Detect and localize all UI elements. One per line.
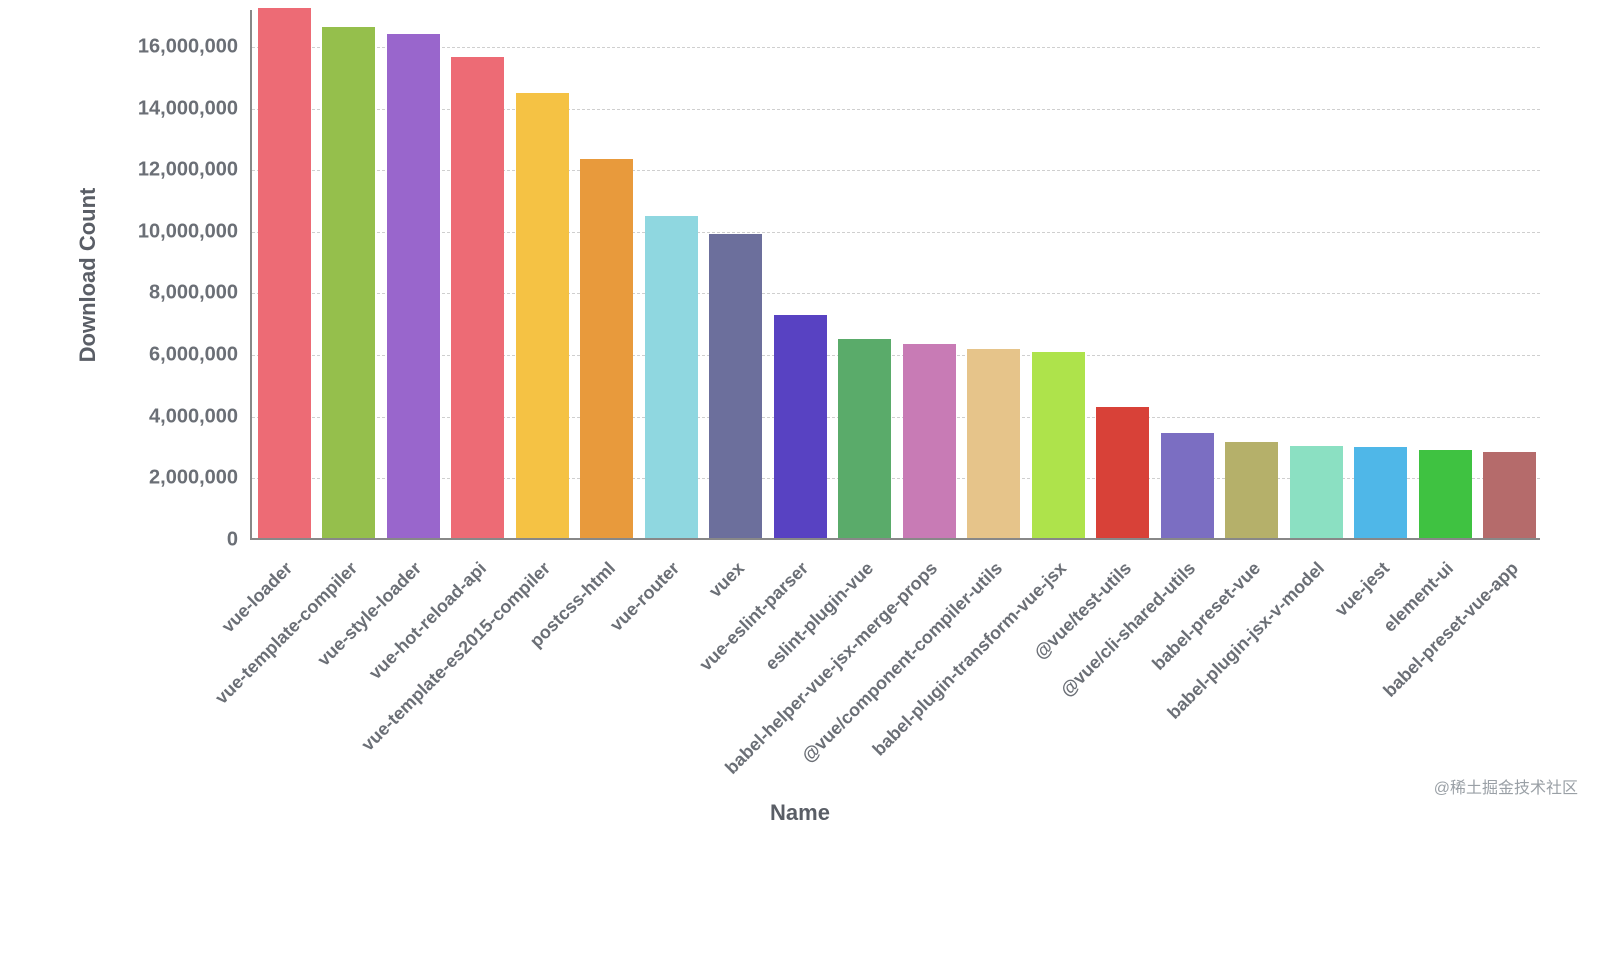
x-tick-label: vue-eslint-parser (696, 558, 813, 675)
x-tick-label: vue-hot-reload-api (365, 558, 491, 684)
x-tick-label: vue-jest (1331, 558, 1394, 621)
bar (774, 315, 827, 538)
bar (967, 349, 1020, 539)
plot-area: 02,000,0004,000,0006,000,0008,000,00010,… (250, 10, 1540, 540)
watermark: @稀土掘金技术社区 (1434, 774, 1578, 798)
x-axis-labels: vue-loadervue-template-compilervue-style… (250, 542, 1540, 792)
bar (1419, 450, 1472, 538)
y-tick-label: 14,000,000 (138, 97, 238, 120)
bar (1483, 452, 1536, 538)
y-tick-label: 16,000,000 (138, 35, 238, 58)
y-axis-title: Download Count (75, 188, 101, 363)
y-tick-label: 10,000,000 (138, 220, 238, 243)
bar (1290, 446, 1343, 538)
bar (645, 216, 698, 538)
bar (580, 159, 633, 538)
bar (322, 27, 375, 539)
bar (1225, 442, 1278, 538)
y-tick-label: 0 (227, 529, 238, 552)
bar (903, 344, 956, 538)
bar (387, 34, 440, 538)
x-tick-label: vue-router (606, 558, 684, 636)
bar (1354, 447, 1407, 538)
x-tick-label: eslint-plugin-vue (761, 558, 878, 675)
bar (838, 339, 891, 538)
bar-chart: Download Count 02,000,0004,000,0006,000,… (30, 0, 1570, 820)
x-tick-label: vuex (705, 558, 749, 602)
y-tick-label: 6,000,000 (149, 344, 238, 367)
bar (451, 57, 504, 538)
x-tick-label: babel-preset-vue (1148, 558, 1265, 675)
y-tick-label: 8,000,000 (149, 282, 238, 305)
y-tick-label: 2,000,000 (149, 467, 238, 490)
y-tick-label: 12,000,000 (138, 159, 238, 182)
bar (1032, 352, 1085, 538)
y-tick-label: 4,000,000 (149, 405, 238, 428)
bar (1161, 433, 1214, 538)
bar (516, 93, 569, 538)
x-axis-title: Name (30, 800, 1570, 826)
bar (1096, 407, 1149, 538)
bars-container (252, 10, 1540, 538)
bar (709, 234, 762, 538)
bar (258, 8, 311, 538)
